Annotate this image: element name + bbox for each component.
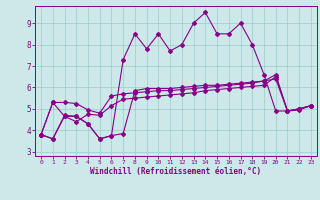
X-axis label: Windchill (Refroidissement éolien,°C): Windchill (Refroidissement éolien,°C) <box>91 167 261 176</box>
